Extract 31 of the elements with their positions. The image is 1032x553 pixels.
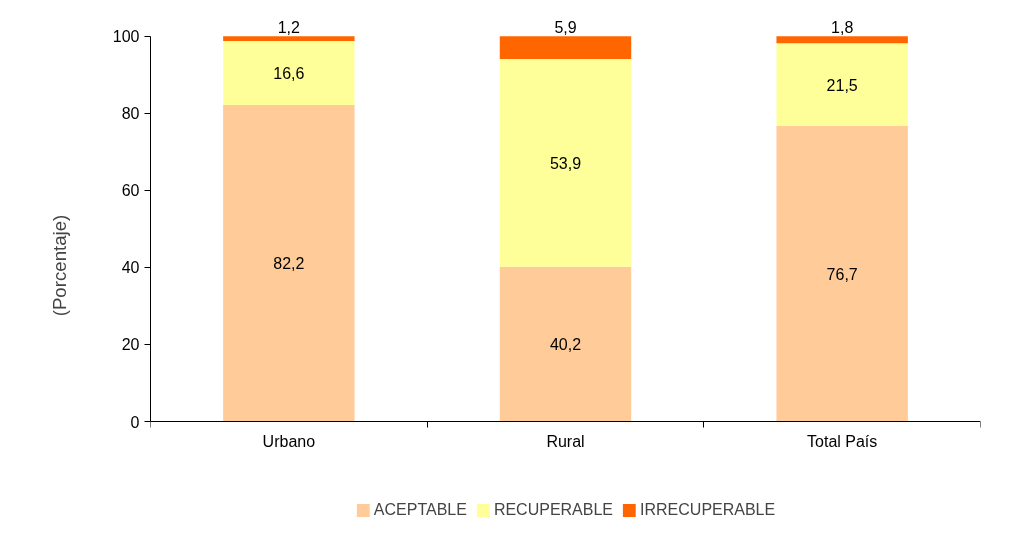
- bar: [776, 126, 908, 422]
- data-label: 53,9: [549, 154, 582, 172]
- bar: [223, 104, 355, 422]
- x-tick-label: Rural: [546, 432, 585, 450]
- legend-label: ACEPTABLE: [373, 501, 467, 519]
- data-label: 1,8: [831, 19, 854, 37]
- bar: [776, 36, 908, 44]
- y-tick-label: 20: [121, 336, 140, 354]
- y-tick-label: 80: [121, 105, 140, 123]
- y-tick-label: 60: [121, 182, 140, 200]
- bar: [223, 36, 355, 41]
- legend-label: RECUPERABLE: [493, 501, 614, 519]
- data-label: 76,7: [826, 265, 858, 283]
- y-tick-label: 40: [121, 259, 140, 277]
- data-label: 40,2: [549, 336, 582, 354]
- data-label: 1,2: [277, 19, 301, 37]
- bar: [776, 43, 908, 127]
- bar: [499, 59, 632, 267]
- bar: [499, 266, 632, 422]
- y-tick-label: 100: [112, 28, 140, 46]
- legend-label: IRRECUPERABLE: [640, 501, 776, 519]
- data-label: 21,5: [826, 76, 858, 94]
- data-label: 5,9: [554, 19, 577, 37]
- y-axis-title: (Porcentaje): [48, 214, 70, 317]
- x-tick-label: Total País: [807, 432, 878, 450]
- y-tick-label: 0: [130, 413, 140, 431]
- data-label: 16,6: [273, 64, 305, 82]
- data-label: 82,2: [273, 255, 305, 273]
- bar: [499, 36, 632, 60]
- bar: [223, 40, 355, 105]
- x-tick-label: Urbano: [262, 432, 316, 450]
